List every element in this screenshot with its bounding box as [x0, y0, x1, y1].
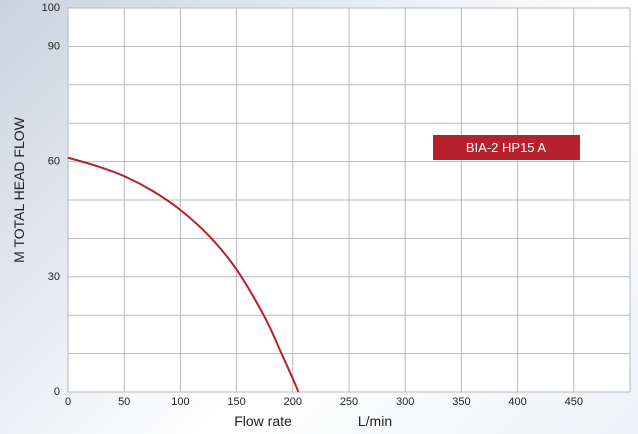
legend: BIA-2 HP15 A [433, 135, 580, 160]
y-tick-label-0: 0 [54, 386, 60, 398]
x-tick-label-0: 0 [65, 396, 71, 408]
series-lines [67, 156, 300, 393]
tick-labels: 0 50 100 150 200 250 300 350 400 450 0 30 60 90 100 [42, 2, 583, 408]
y-tick-label-1: 30 [48, 271, 60, 283]
y-tick-label-2: 60 [48, 156, 60, 168]
x-tick-label-6: 300 [396, 396, 414, 408]
x-tick-label-3: 150 [227, 396, 245, 408]
legend-swatch [433, 135, 580, 160]
y-axis-title: M TOTAL HEAD FLOW [11, 116, 27, 263]
series-line-0 [67, 156, 300, 393]
y-tick-label-3: 90 [48, 40, 60, 52]
x-tick-label-4: 200 [284, 396, 302, 408]
x-axis-title: Flow rate [234, 413, 292, 429]
x-tick-label-5: 250 [340, 396, 358, 408]
x-tick-label-7: 350 [452, 396, 470, 408]
x-tick-label-9: 450 [565, 396, 583, 408]
x-axis-unit: L/min [358, 413, 392, 429]
legend-label: BIA-2 HP15 A [466, 140, 547, 155]
x-tick-label-8: 400 [508, 396, 526, 408]
x-tick-label-1: 50 [118, 396, 130, 408]
x-tick-label-2: 100 [171, 396, 189, 408]
grid-lines [68, 8, 630, 392]
y-tick-label-4: 100 [42, 2, 60, 14]
